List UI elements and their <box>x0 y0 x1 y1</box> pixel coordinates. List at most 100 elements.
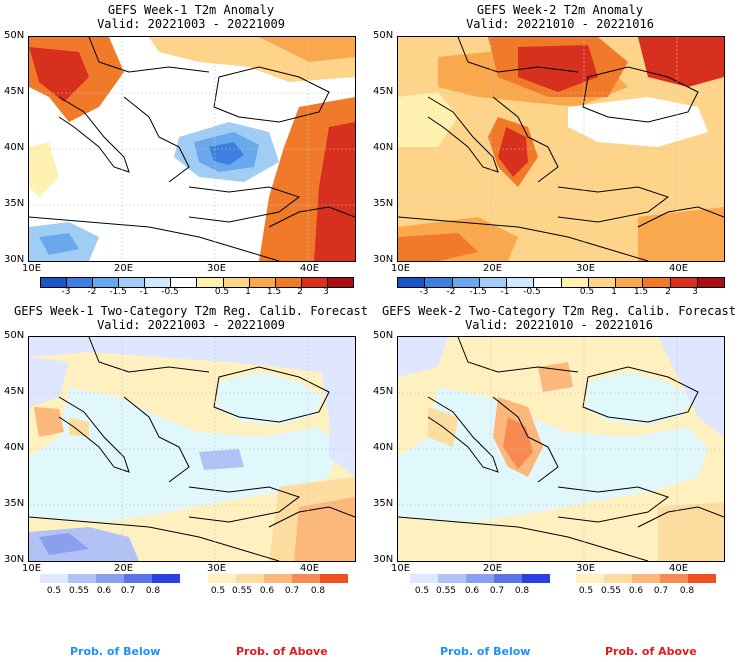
cbar-swatch <box>93 278 120 287</box>
p1-lat-45: 45N <box>4 86 25 97</box>
p4-below-tick: 0.8 <box>514 586 530 596</box>
cbar-swatch <box>327 278 353 287</box>
p4-above-tick: 0.5 <box>578 586 594 596</box>
p3-below-tick: 0.55 <box>68 586 90 596</box>
p1-cbar-label: -0.5 <box>161 287 179 297</box>
p4-lat-30: 30N <box>373 554 394 565</box>
p1-lat-35: 35N <box>4 198 25 209</box>
p4-lon-10: 10E <box>391 563 411 574</box>
p2-cbar-label: 1 <box>611 287 617 297</box>
cbar-swatch <box>223 278 250 287</box>
cbar-swatch <box>197 278 224 287</box>
p4-above-tick: 0.6 <box>628 586 644 596</box>
p2-lat-50: 50N <box>373 30 394 41</box>
p3-below-colorbar <box>40 574 180 583</box>
above-swatch <box>236 574 264 583</box>
p2-cbar-label: 1.5 <box>633 287 649 297</box>
above-swatch <box>320 574 348 583</box>
cbar-swatch <box>41 278 68 287</box>
p4-lon-20: 20E <box>483 563 503 574</box>
cbar-swatch <box>171 278 198 287</box>
p4-below-tick: 0.5 <box>414 586 430 596</box>
cbar-swatch <box>145 278 172 287</box>
cbar-swatch <box>643 278 671 287</box>
cbar-swatch <box>67 278 94 287</box>
below-swatch <box>40 574 68 583</box>
below-swatch <box>438 574 466 583</box>
panel1-title-text: GEFS Week-1 T2m Anomaly <box>107 3 275 17</box>
p3-lon-30: 30E <box>207 563 227 574</box>
panel3-valid-text: Valid: 20221003 - 20221009 <box>97 318 285 332</box>
p3-lat-50: 50N <box>4 330 25 341</box>
p3-above-tick: 0.55 <box>231 586 253 596</box>
p3-above-tick: 0.5 <box>210 586 226 596</box>
panel2-title: GEFS Week-2 T2m Anomaly Valid: 20221010 … <box>397 3 723 31</box>
cbar-swatch <box>588 278 616 287</box>
p3-above-tick: 0.8 <box>310 586 326 596</box>
p2-lat-40: 40N <box>373 142 394 153</box>
panel4-title-text: GEFS Week-2 Two-Category T2m Reg. Calib.… <box>381 304 736 318</box>
p1-cbar-label: 1.5 <box>266 287 282 297</box>
below-swatch <box>522 574 550 583</box>
cbar-swatch <box>507 278 535 287</box>
above-swatch <box>660 574 688 583</box>
p2-cbar-label: -0.5 <box>523 287 541 297</box>
p4-below-tick: 0.55 <box>435 586 457 596</box>
below-swatch <box>152 574 180 583</box>
below-swatch <box>68 574 96 583</box>
p4-below-colorbar <box>410 574 550 583</box>
above-swatch <box>576 574 604 583</box>
p3-above-colorbar <box>208 574 348 583</box>
panel4-map-graphic <box>398 337 724 561</box>
p2-anomaly-colorbar <box>397 277 725 288</box>
p3-below-tick: 0.6 <box>96 586 112 596</box>
p2-lon-20: 20E <box>483 263 503 274</box>
p4-above-tick: 0.55 <box>600 586 622 596</box>
p4-lat-50: 50N <box>373 330 394 341</box>
p4-lon-30: 30E <box>576 563 596 574</box>
below-swatch <box>124 574 152 583</box>
p3-lat-45: 45N <box>4 386 25 397</box>
panel3-title-text: GEFS Week-1 Two-Category T2m Reg. Calib.… <box>13 304 368 318</box>
p1-lon-30: 30E <box>207 263 227 274</box>
p4-above-tick: 0.8 <box>679 586 695 596</box>
cbar-swatch <box>670 278 698 287</box>
p2-lon-10: 10E <box>391 263 411 274</box>
p4-lon-40: 40E <box>669 563 689 574</box>
p2-cbar-label: -3 <box>419 287 429 297</box>
below-swatch <box>494 574 522 583</box>
panel4-title: GEFS Week-2 Two-Category T2m Reg. Calib.… <box>378 304 740 332</box>
above-swatch <box>208 574 236 583</box>
cbar-swatch <box>425 278 453 287</box>
p3-above-tick: 0.7 <box>284 586 300 596</box>
p1-anomaly-colorbar <box>40 277 354 288</box>
p3-prob-above-label: Prob. of Above <box>236 645 328 658</box>
panel2-valid-text: Valid: 20221010 - 20221016 <box>466 17 654 31</box>
p3-below-tick: 0.8 <box>145 586 161 596</box>
above-swatch <box>688 574 716 583</box>
below-swatch <box>410 574 438 583</box>
cbar-swatch <box>249 278 276 287</box>
p4-above-tick: 0.7 <box>653 586 669 596</box>
p1-lon-10: 10E <box>22 263 42 274</box>
panel4-valid-text: Valid: 20221010 - 20221016 <box>465 318 653 332</box>
cbar-swatch <box>452 278 480 287</box>
cbar-swatch <box>301 278 328 287</box>
cbar-swatch <box>275 278 302 287</box>
cbar-swatch <box>561 278 589 287</box>
p4-lat-40: 40N <box>373 442 394 453</box>
cbar-swatch <box>479 278 507 287</box>
p1-cbar-label: -1.5 <box>109 287 127 297</box>
p1-lon-20: 20E <box>114 263 134 274</box>
panel3-map-graphic <box>29 337 355 561</box>
p4-lat-35: 35N <box>373 498 394 509</box>
p3-lon-40: 40E <box>300 563 320 574</box>
p4-prob-above-label: Prob. of Above <box>605 645 697 658</box>
p2-cbar-label: 3 <box>692 287 698 297</box>
panel2-map-graphic <box>398 37 724 261</box>
p2-cbar-label: 0.5 <box>579 287 595 297</box>
panel4-map <box>397 336 725 562</box>
above-swatch <box>632 574 660 583</box>
p4-below-tick: 0.6 <box>464 586 480 596</box>
above-swatch <box>604 574 632 583</box>
